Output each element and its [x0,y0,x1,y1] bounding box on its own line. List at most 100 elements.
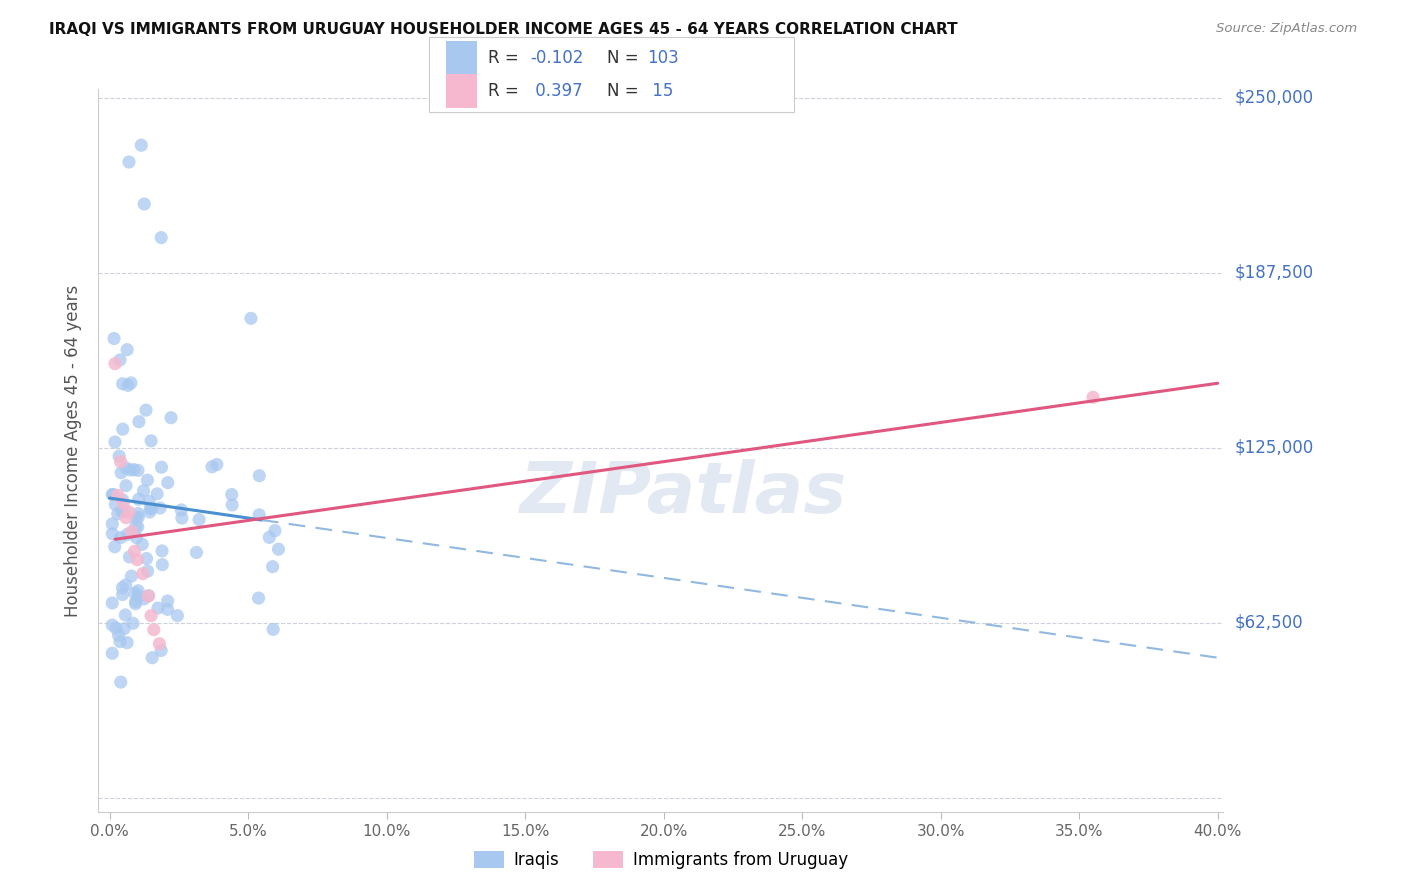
Point [259,530,281,544]
Point [160,410,183,425]
Point [205,458,228,472]
Point [115,343,138,357]
Point [135,403,157,417]
Point [170,511,193,525]
Text: $125,000: $125,000 [1234,439,1313,457]
Point [118,549,141,564]
Point [127,552,149,566]
Point [104,357,127,371]
Point [108,634,131,648]
Text: 0.397: 0.397 [530,82,582,100]
Point [201,459,224,474]
Point [103,332,125,346]
Point [122,616,145,631]
Point [114,461,136,475]
Point [247,591,270,605]
Point [120,376,142,390]
Text: $250,000: $250,000 [1234,88,1313,107]
Point [114,578,136,592]
Point [110,466,132,480]
Point [141,501,163,516]
Point [101,487,124,501]
Text: $62,500: $62,500 [1234,614,1303,632]
Point [111,493,134,508]
Point [262,623,284,637]
Point [127,583,149,598]
Point [118,505,141,519]
Point [124,586,146,600]
Point [121,524,143,539]
Point [110,504,132,518]
Point [138,505,160,519]
Text: $187,500: $187,500 [1234,264,1313,282]
Point [240,311,263,326]
Point [118,155,141,169]
Point [114,504,136,518]
Point [139,434,162,448]
Point [107,628,129,642]
Text: 103: 103 [647,49,679,67]
Point [135,551,157,566]
Point [125,531,148,545]
Point [247,468,270,483]
Point [104,540,127,554]
Legend: Iraqis, Immigrants from Uruguay: Iraqis, Immigrants from Uruguay [467,844,855,876]
Text: IRAQI VS IMMIGRANTS FROM URUGUAY HOUSEHOLDER INCOME AGES 45 - 64 YEARS CORRELATI: IRAQI VS IMMIGRANTS FROM URUGUAY HOUSEHO… [49,22,957,37]
Point [108,449,131,463]
Point [127,520,149,534]
Point [150,230,173,244]
Point [264,524,287,538]
Point [112,622,135,636]
Point [150,544,173,558]
Point [105,621,128,635]
Point [221,498,243,512]
Point [141,650,163,665]
Point [136,564,159,578]
Point [156,475,179,490]
Text: R =: R = [488,49,524,67]
Point [138,494,160,508]
Point [127,463,149,477]
Text: ZIPatlas: ZIPatlas [520,459,846,528]
Point [101,526,124,541]
Point [156,602,179,616]
Point [120,463,142,477]
Point [127,507,149,521]
Point [122,463,145,477]
Point [115,478,138,492]
Point [150,558,173,572]
Point [136,589,159,603]
Point [136,473,159,487]
Point [110,455,132,469]
Point [115,635,138,649]
Point [146,487,169,501]
Point [128,589,150,603]
Point [138,589,160,603]
Text: R =: R = [488,82,524,100]
Point [101,516,124,531]
Point [110,675,132,690]
Point [142,623,165,637]
Point [166,608,188,623]
Point [221,487,243,501]
Point [267,542,290,557]
Point [101,596,124,610]
Point [124,597,146,611]
Point [1081,390,1104,404]
Point [262,559,284,574]
Point [101,646,124,660]
Point [111,422,134,436]
Point [131,537,153,551]
Point [110,531,132,545]
Point [146,601,169,615]
Point [112,497,135,511]
Text: N =: N = [607,49,644,67]
Text: Source: ZipAtlas.com: Source: ZipAtlas.com [1216,22,1357,36]
Point [247,508,270,522]
Point [101,618,124,632]
Point [104,498,127,512]
Point [111,581,134,595]
Point [117,378,139,392]
Text: N =: N = [607,82,644,100]
Text: -0.102: -0.102 [530,49,583,67]
